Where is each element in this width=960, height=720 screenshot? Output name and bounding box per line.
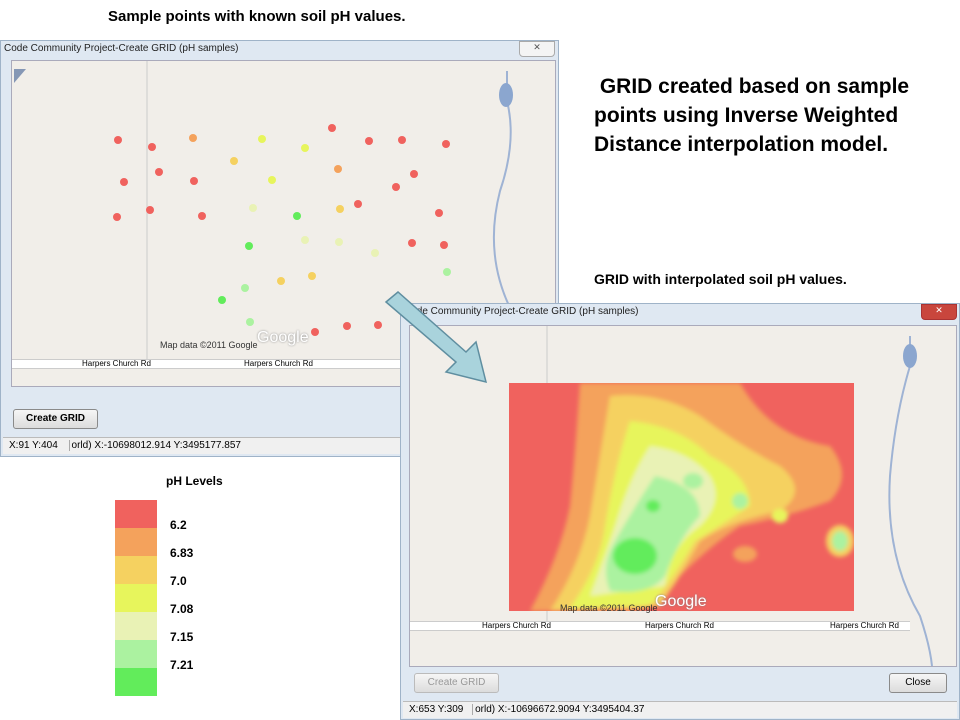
- map-canvas: [509, 326, 933, 666]
- sample-point[interactable]: [335, 238, 343, 246]
- legend-swatch: [115, 584, 157, 612]
- google-logo: Google: [257, 329, 309, 346]
- legend-label: 7.21: [170, 658, 194, 672]
- legend-label: 7.15: [170, 630, 194, 644]
- road-label: Harpers Church Rd: [645, 621, 714, 630]
- sample-point[interactable]: [198, 212, 206, 220]
- legend-title: pH Levels: [166, 474, 223, 488]
- legend-swatch: [115, 556, 157, 584]
- road: Harpers Church Rd Harpers Church Rd Harper…: [410, 621, 910, 631]
- sample-point[interactable]: [442, 140, 450, 148]
- window-grid: Code Community Project-Create GRID (pH s…: [400, 303, 960, 720]
- sample-point[interactable]: [410, 170, 418, 178]
- sample-point[interactable]: [293, 212, 301, 220]
- status-world-coords: orld) X:-10696672.9094 Y:3495404.37: [472, 704, 645, 715]
- sample-point[interactable]: [245, 242, 253, 250]
- legend-label: 6.83: [170, 546, 194, 560]
- sample-point[interactable]: [190, 177, 198, 185]
- road: Harpers Church Rd Harpers Church Rd: [12, 359, 412, 369]
- sample-point[interactable]: [249, 204, 257, 212]
- sample-point[interactable]: [334, 165, 342, 173]
- legend-label: 6.2: [170, 518, 187, 532]
- road-label: Harpers Church Rd: [830, 621, 899, 630]
- map-credit: Map data ©2011 Google: [560, 603, 658, 613]
- interpolated-grid: [509, 383, 854, 611]
- caption-sample-points: Sample points with known soil pH values.: [108, 8, 406, 25]
- map-canvas: [14, 61, 533, 386]
- window-title: Code Community Project-Create GRID (pH s…: [404, 306, 639, 317]
- sample-point[interactable]: [113, 213, 121, 221]
- status-pixel-coords: X:91 Y:404: [9, 440, 58, 451]
- sample-point[interactable]: [343, 322, 351, 330]
- sample-point[interactable]: [336, 205, 344, 213]
- sample-point[interactable]: [392, 183, 400, 191]
- lake: [903, 344, 917, 368]
- legend-label: 7.0: [170, 574, 187, 588]
- map-credit: Map data ©2011 Google: [160, 340, 258, 350]
- caption-idw: GRID created based on sample points usin…: [594, 75, 915, 156]
- window-sample-points: Code Community Project-Create GRID (pH s…: [0, 40, 559, 457]
- legend-swatch: [115, 528, 157, 556]
- sample-point[interactable]: [120, 178, 128, 186]
- road-label: Harpers Church Rd: [82, 359, 151, 368]
- map-corner-marker: [14, 69, 26, 83]
- legend-swatch: [115, 500, 157, 528]
- sample-point[interactable]: [146, 206, 154, 214]
- legend-swatch: [115, 668, 157, 696]
- sample-point[interactable]: [328, 124, 336, 132]
- google-logo: Google: [655, 593, 707, 610]
- sample-point[interactable]: [258, 135, 266, 143]
- sample-point[interactable]: [268, 176, 276, 184]
- river: [888, 336, 933, 666]
- sample-point[interactable]: [155, 168, 163, 176]
- sample-point[interactable]: [301, 236, 309, 244]
- sample-point[interactable]: [443, 268, 451, 276]
- sample-point[interactable]: [365, 137, 373, 145]
- sample-point[interactable]: [408, 239, 416, 247]
- caption-grid: GRID with interpolated soil pH values.: [594, 271, 847, 287]
- map-view[interactable]: Map data ©2011 Google Google Harpers Chu…: [409, 325, 957, 667]
- sample-point[interactable]: [230, 157, 238, 165]
- create-grid-button[interactable]: Create GRID: [414, 673, 499, 693]
- sample-point[interactable]: [148, 143, 156, 151]
- sample-point[interactable]: [218, 296, 226, 304]
- status-pixel-coords: X:653 Y:309: [409, 704, 464, 715]
- status-world-coords: orld) X:-10698012.914 Y:3495177.857: [68, 440, 241, 451]
- close-icon[interactable]: ✕: [921, 304, 957, 320]
- create-grid-button[interactable]: Create GRID: [13, 409, 98, 429]
- road-label: Harpers Church Rd: [482, 621, 551, 630]
- sample-point[interactable]: [189, 134, 197, 142]
- legend-swatch: [115, 612, 157, 640]
- sample-point[interactable]: [354, 200, 362, 208]
- sample-point[interactable]: [246, 318, 254, 326]
- close-icon[interactable]: ✕: [519, 41, 555, 57]
- sample-point[interactable]: [301, 144, 309, 152]
- arrow-icon: [384, 291, 488, 384]
- status-bar: X:653 Y:309 orld) X:-10696672.9094 Y:349…: [403, 701, 957, 718]
- sample-point[interactable]: [435, 209, 443, 217]
- sample-point[interactable]: [277, 277, 285, 285]
- sample-point[interactable]: [308, 272, 316, 280]
- close-button[interactable]: Close: [889, 673, 947, 693]
- sample-point[interactable]: [374, 321, 382, 329]
- sample-point[interactable]: [371, 249, 379, 257]
- sample-point[interactable]: [440, 241, 448, 249]
- sample-point[interactable]: [114, 136, 122, 144]
- legend-label: 7.08: [170, 602, 194, 616]
- legend-swatch: [115, 640, 157, 668]
- lake: [499, 83, 513, 107]
- road-label: Harpers Church Rd: [244, 359, 313, 368]
- sample-point[interactable]: [241, 284, 249, 292]
- sample-point[interactable]: [398, 136, 406, 144]
- window-title: Code Community Project-Create GRID (pH s…: [4, 43, 239, 54]
- sample-point[interactable]: [311, 328, 319, 336]
